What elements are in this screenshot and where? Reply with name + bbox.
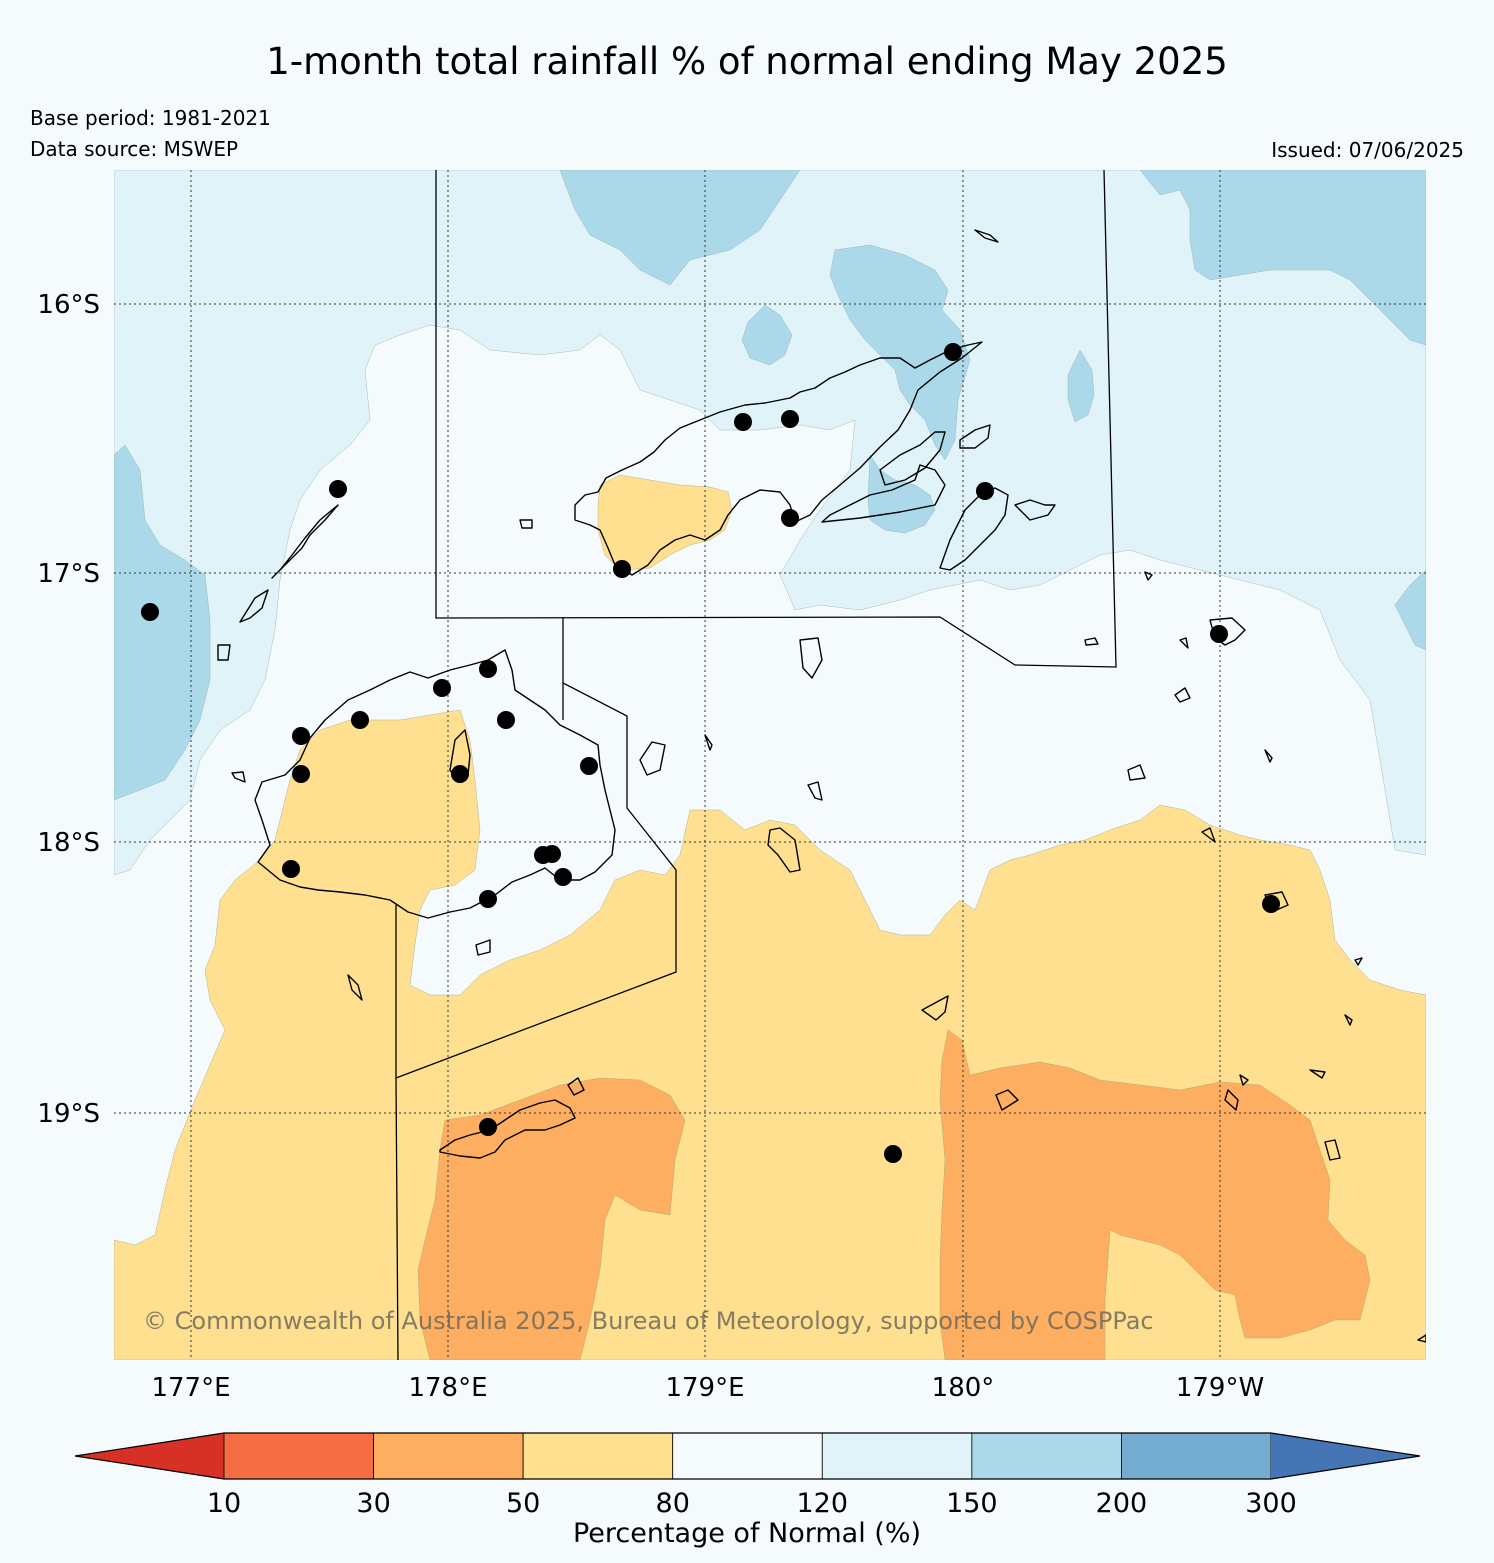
- map-area: © Commonwealth of Australia 2025, Bureau…: [114, 170, 1426, 1360]
- colorbar: 10 30 50 80 120 150 200 300 Percentage of Norma…: [74, 1432, 1421, 1549]
- colorbar-extension-high: [1271, 1433, 1420, 1479]
- lat-label-17s: 17°S: [37, 559, 100, 589]
- graticule: [114, 170, 1426, 1360]
- colorbar-title: Percentage of Normal (%): [573, 1518, 921, 1549]
- colorbar-tick-label: 200: [1096, 1488, 1148, 1519]
- lon-label-180: 180°: [932, 1373, 995, 1403]
- lat-label-19s: 19°S: [37, 1099, 100, 1129]
- coastlines: [217, 229, 1426, 1343]
- lon-label-179w: 179°W: [1176, 1373, 1264, 1403]
- lon-label-177e: 177°E: [151, 1373, 230, 1403]
- dry-30-50-regions: [417, 1029, 1371, 1360]
- colorbar-segment: [971, 1432, 1122, 1480]
- colorbar-segment: [223, 1432, 374, 1480]
- colorbar-tick-label: 120: [797, 1488, 849, 1519]
- colorbar-tick-label: 150: [946, 1488, 998, 1519]
- station-markers: [141, 343, 1280, 1163]
- map-title: 1-month total rainfall % of normal endin…: [266, 40, 1228, 83]
- data-source-text: Data source: MSWEP: [30, 137, 239, 161]
- colorbar-segment: [522, 1432, 674, 1480]
- latitude-labels: 16°S 17°S 18°S 19°S: [37, 290, 100, 1129]
- colorbar-extension-low: [75, 1433, 224, 1479]
- copyright-notice: © Commonwealth of Australia 2025, Bureau…: [143, 1307, 1154, 1335]
- issued-date-text: Issued: 07/06/2025: [1271, 138, 1464, 162]
- colorbar-segment: [1121, 1432, 1272, 1480]
- lon-label-178e: 178°E: [408, 1373, 487, 1403]
- base-period-text: Base period: 1981-2021: [30, 106, 271, 130]
- colorbar-tick-labels: 10 30 50 80 120 150 200 300: [207, 1488, 1297, 1519]
- colorbar-segment: [373, 1432, 524, 1480]
- colorbar-tick-label: 80: [656, 1488, 690, 1519]
- division-boundaries: [395, 170, 1117, 1360]
- colorbar-tick-label: 10: [207, 1488, 241, 1519]
- colorbar-tick-label: 300: [1245, 1488, 1297, 1519]
- lat-label-16s: 16°S: [37, 290, 100, 320]
- dry-50-80-north-patch: [597, 474, 733, 571]
- colorbar-segment: [821, 1432, 973, 1480]
- colorbar-segment: [672, 1432, 823, 1480]
- colorbar-tick-label: 50: [506, 1488, 540, 1519]
- lat-label-18s: 18°S: [37, 828, 100, 858]
- wet-120-150-region: [114, 170, 1426, 876]
- longitude-labels: 177°E 178°E 179°E 180° 179°W: [151, 1373, 1264, 1403]
- wet-150-200-regions: [114, 170, 1426, 801]
- colorbar-tick-label: 30: [356, 1488, 390, 1519]
- lon-label-179e: 179°E: [665, 1373, 744, 1403]
- colorbar-outline: [74, 1432, 1421, 1480]
- colorbar-segments: [75, 1432, 1420, 1480]
